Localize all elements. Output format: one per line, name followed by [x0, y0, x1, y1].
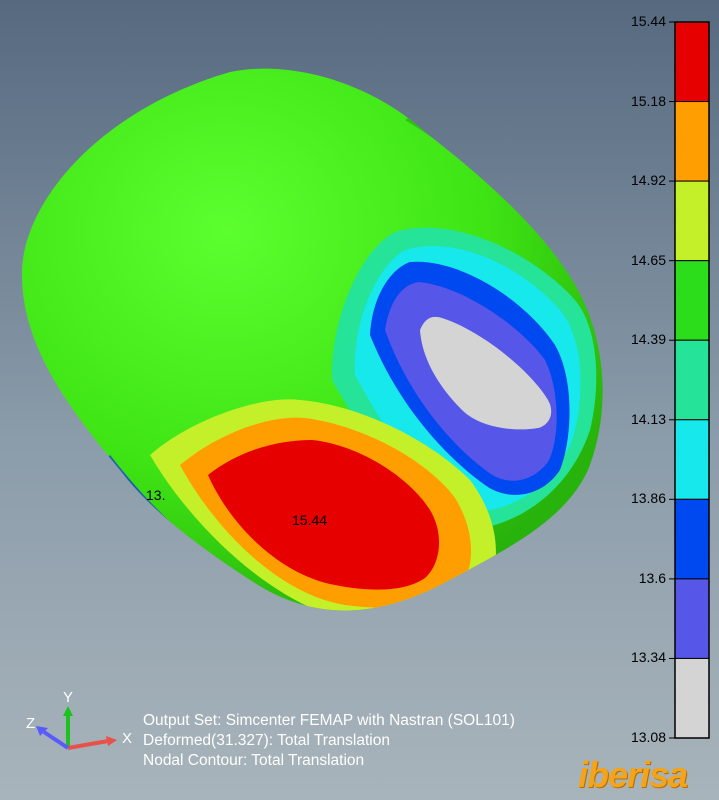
- triad-y-arrow: [63, 706, 73, 716]
- legend-swatch: [674, 498, 710, 580]
- legend-level-label: 14.13: [630, 410, 666, 427]
- triad-z-label: Z: [26, 715, 35, 732]
- legend-frame: [674, 21, 710, 739]
- legend-level-label: 14.92: [630, 172, 666, 189]
- legend-level-label: 13.86: [630, 490, 666, 507]
- legend-level-label: 15.18: [630, 92, 666, 109]
- legend-swatch: [674, 260, 710, 341]
- legend-level-label: 14.65: [630, 251, 666, 268]
- deformed-text: Deformed(31.327): Total Translation: [143, 732, 390, 749]
- legend-level-label: 13.6: [638, 569, 666, 586]
- legend-swatch: [674, 101, 710, 182]
- deformed-body: [21, 68, 603, 611]
- legend-level-label: 14.39: [630, 331, 666, 348]
- legend-level-label: 15.44: [630, 13, 666, 29]
- triad-x-arrow: [106, 736, 117, 746]
- view-triad: Y X Z: [26, 689, 132, 750]
- legend-level-label: 13.34: [630, 649, 666, 666]
- legend-swatch: [674, 578, 710, 659]
- triad-z-axis: [42, 730, 70, 750]
- triad-x-axis: [67, 739, 109, 750]
- legend-color-bar: [669, 21, 710, 739]
- max-value-label: 15.44: [292, 512, 327, 528]
- output-info: Output Set: Simcenter FEMAP with Nastran…: [143, 711, 515, 771]
- legend-swatch: [674, 339, 710, 421]
- legend-level-label: 13.08: [630, 729, 666, 745]
- min-value-label: 13.: [146, 487, 165, 503]
- brand-logo: iberisa: [578, 754, 688, 795]
- contour-legend: 15.44 15.18 14.92 14.65 14.39 14.13 13.86 13.6 1…: [610, 13, 710, 745]
- triad-x-label: X: [122, 730, 132, 747]
- contour-text: Nodal Contour: Total Translation: [143, 752, 365, 769]
- output-set-text: Output Set: Simcenter FEMAP with Nastran…: [143, 712, 515, 729]
- legend-swatch: [674, 657, 710, 739]
- legend-swatch: [674, 419, 710, 500]
- triad-y-label: Y: [63, 689, 73, 706]
- legend-swatch: [674, 180, 710, 262]
- legend-swatch: [674, 21, 710, 103]
- triad-z-arrow: [36, 726, 48, 736]
